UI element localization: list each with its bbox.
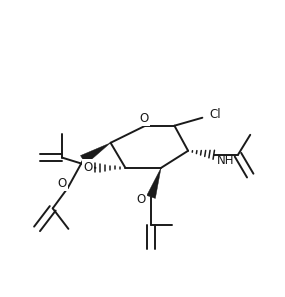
Polygon shape — [147, 168, 161, 198]
Text: O: O — [137, 193, 146, 206]
Text: O: O — [57, 177, 66, 190]
Text: NH: NH — [217, 154, 234, 167]
Text: O: O — [84, 160, 93, 173]
Text: Cl: Cl — [209, 108, 221, 121]
Text: O: O — [139, 112, 148, 125]
Polygon shape — [80, 143, 111, 164]
